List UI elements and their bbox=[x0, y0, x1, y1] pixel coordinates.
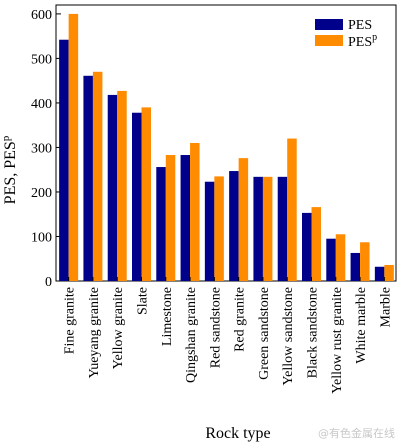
y-axis: 0 100 200 300 400 500 600 bbox=[31, 8, 61, 290]
x-tick-label-slate: Slate bbox=[136, 287, 151, 315]
bars bbox=[59, 13, 394, 282]
y-tick-label-500: 500 bbox=[31, 52, 52, 67]
bar-pesp-red-sandstone bbox=[214, 176, 224, 281]
y-tick-label-400: 400 bbox=[31, 97, 52, 112]
y-tick-label-100: 100 bbox=[31, 230, 52, 245]
bar-pes-white-marble bbox=[350, 252, 361, 281]
x-tick-label-yellow-sandstone: Yellow sandstone bbox=[281, 287, 296, 386]
legend-label-pes: PES bbox=[348, 18, 372, 33]
x-tick-label-qingshan-granite: Qingshan granite bbox=[184, 287, 199, 383]
x-tick-label-yellow-rust-granite: Yellow rust granite bbox=[330, 287, 345, 394]
x-tick-label-red-granite: Red granite bbox=[233, 287, 248, 352]
x-tick-label-black-sandstone: Black sandstone bbox=[306, 287, 321, 378]
bar-pes-yellow-granite bbox=[107, 94, 118, 281]
x-tick-label-marble: Marble bbox=[378, 287, 393, 327]
bar-pesp-slate bbox=[141, 107, 151, 281]
y-tick-label-300: 300 bbox=[31, 141, 52, 156]
x-tick-label-green-sandstone: Green sandstone bbox=[257, 287, 272, 380]
bar-pes-limestone bbox=[156, 167, 166, 281]
bar-pesp-white-marble bbox=[360, 242, 370, 281]
legend: PES PESp bbox=[315, 18, 377, 50]
bar-pes-yueyang-granite bbox=[83, 75, 93, 282]
y-tick-label-0: 0 bbox=[45, 275, 52, 290]
bar-pesp-fine-granite bbox=[68, 13, 79, 281]
bar-pesp-qingshan-granite bbox=[190, 143, 200, 281]
x-axis-labels: Fine granite Yueyang granite Yellow granit… bbox=[63, 287, 394, 394]
x-tick-label-red-sandstone: Red sandstone bbox=[208, 287, 223, 368]
bar-pes-qingshan-granite bbox=[180, 155, 191, 281]
bar-pes-fine-granite bbox=[59, 39, 69, 281]
x-tick-label-yellow-granite: Yellow granite bbox=[111, 287, 126, 369]
y-tick-label-200: 200 bbox=[31, 186, 52, 201]
bar-pesp-black-sandstone bbox=[311, 207, 321, 281]
legend-swatch-pesp bbox=[315, 35, 343, 46]
bar-pes-marble bbox=[374, 266, 385, 281]
bar-pesp-red-granite bbox=[238, 158, 249, 281]
bar-pesp-yellow-granite bbox=[117, 90, 127, 281]
x-axis-title: Rock type bbox=[205, 425, 270, 442]
x-tick-label-yueyang-granite: Yueyang granite bbox=[87, 287, 102, 378]
bar-pes-green-sandstone bbox=[253, 176, 263, 281]
bar-pes-red-granite bbox=[229, 171, 239, 281]
plot-frame bbox=[55, 4, 397, 282]
x-tick-label-white-marble: White marble bbox=[354, 287, 369, 364]
bar-pesp-yellow-sandstone bbox=[287, 138, 297, 281]
y-tick-label-600: 600 bbox=[31, 8, 52, 23]
bar-pesp-yellow-rust-granite bbox=[335, 234, 346, 281]
y-axis-title: PES, PESp bbox=[0, 135, 19, 204]
watermark: @有色金属在线 bbox=[318, 426, 395, 440]
legend-label-pesp: PESp bbox=[348, 32, 377, 50]
x-tick-label-fine-granite: Fine granite bbox=[63, 287, 78, 354]
bar-pes-yellow-sandstone bbox=[277, 176, 288, 281]
bar-pes-slate bbox=[132, 112, 142, 281]
bar-pesp-marble bbox=[384, 264, 394, 281]
bar-pesp-green-sandstone bbox=[262, 176, 273, 281]
bar-pes-black-sandstone bbox=[302, 212, 312, 281]
bar-pesp-limestone bbox=[165, 155, 176, 281]
bar-pesp-yueyang-granite bbox=[92, 71, 103, 281]
bar-pes-red-sandstone bbox=[204, 181, 215, 281]
x-tick-label-limestone: Limestone bbox=[160, 287, 175, 346]
bar-pes-yellow-rust-granite bbox=[326, 238, 336, 281]
legend-swatch-pes bbox=[315, 19, 343, 30]
